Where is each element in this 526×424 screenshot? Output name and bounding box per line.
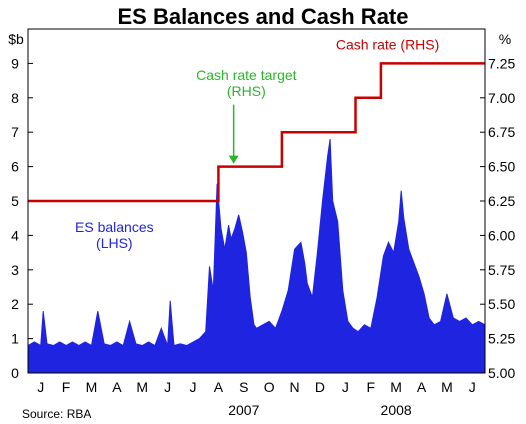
month-label: J (342, 379, 349, 395)
month-label: N (290, 379, 300, 395)
source-note: Source: RBA (22, 407, 91, 421)
plot-frame (27, 28, 486, 374)
left-tick-label: 0 (11, 365, 19, 381)
month-label: A (417, 379, 427, 395)
month-label: O (264, 379, 275, 395)
year-label: 2007 (228, 402, 259, 418)
left-tick-label: 6 (11, 159, 19, 175)
month-label: F (62, 379, 71, 395)
left-axis-ticks: 0 1 2 3 4 5 6 7 8 9 (11, 55, 33, 381)
left-tick-label: 9 (11, 55, 19, 71)
right-tick-label: 5.50 (488, 296, 515, 312)
right-axis-ticks: 5.00 5.25 5.50 5.75 6.00 6.25 6.50 6.75 7.00 7.25 (480, 55, 515, 381)
right-tick-label: 6.25 (488, 193, 515, 209)
right-tick-label: 5.25 (488, 331, 515, 347)
right-tick-label: 6.00 (488, 227, 515, 243)
month-label: J (469, 379, 476, 395)
annotation-text: Cash rate (RHS) (336, 37, 439, 53)
right-axis-unit: % (499, 31, 511, 47)
arrow-head (228, 155, 239, 164)
month-label: A (214, 379, 224, 395)
right-tick-label: 6.75 (488, 124, 515, 140)
left-tick-label: 7 (11, 124, 19, 140)
month-label: M (390, 379, 402, 395)
right-tick-label: 5.00 (488, 365, 515, 381)
month-label: F (366, 379, 375, 395)
left-tick-label: 8 (11, 90, 19, 106)
right-tick-label: 7.00 (488, 90, 515, 106)
left-tick-label: 1 (11, 331, 19, 347)
cash-rate-line (28, 62, 485, 203)
month-label: D (315, 379, 325, 395)
left-axis-unit: $b (8, 31, 24, 47)
month-label: J (37, 379, 44, 395)
chart-title: ES Balances and Cash Rate (117, 4, 408, 29)
es-balances-area (27, 139, 486, 374)
month-label: J (190, 379, 197, 395)
annotation-text: ES balances (LHS) (75, 219, 154, 251)
year-labels: 2007 2008 (228, 402, 412, 418)
month-label: M (86, 379, 98, 395)
right-tick-label: 7.25 (488, 55, 515, 71)
month-label: M (441, 379, 453, 395)
year-label: 2008 (381, 402, 412, 418)
month-label: J (164, 379, 171, 395)
left-tick-label: 3 (11, 262, 19, 278)
month-label: A (112, 379, 122, 395)
left-tick-label: 4 (11, 227, 19, 243)
month-label: S (239, 379, 248, 395)
left-tick-label: 2 (11, 296, 19, 312)
month-label: M (136, 379, 148, 395)
left-tick-label: 5 (11, 193, 19, 209)
right-tick-label: 5.75 (488, 262, 515, 278)
annotation-text: Cash rate target (RHS) (196, 67, 296, 99)
annotations: Cash rate (RHS) Cash rate target (RHS) ES b… (75, 37, 439, 251)
cash-rate-target-arrow (228, 104, 239, 164)
right-tick-label: 6.50 (488, 159, 515, 175)
